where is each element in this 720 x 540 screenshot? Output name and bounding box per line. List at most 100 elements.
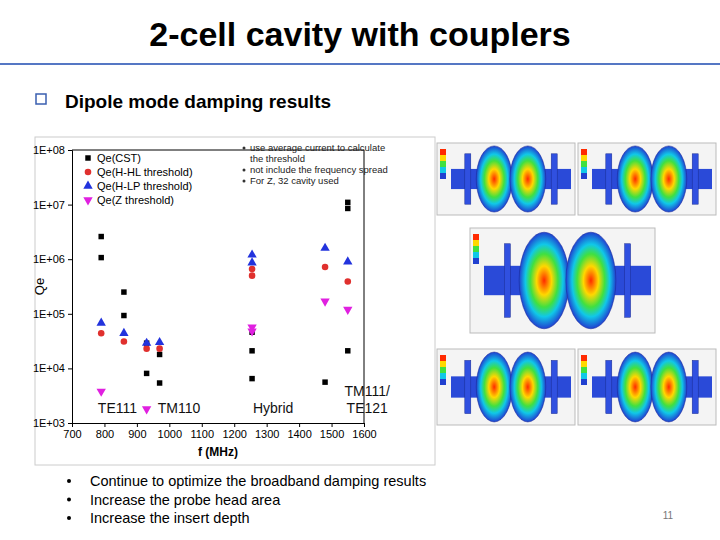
point	[121, 338, 128, 345]
y-axis-title: Qe	[32, 278, 47, 295]
x-axis: 7008009001000110012001300140015001600	[63, 423, 376, 440]
point	[247, 249, 256, 257]
colorbar	[473, 258, 479, 264]
cell	[519, 232, 569, 329]
colorbar	[440, 149, 446, 155]
colorbar	[440, 361, 446, 367]
field-bg	[437, 143, 575, 215]
point	[343, 256, 352, 264]
y-axis-line	[68, 151, 73, 424]
cell	[617, 352, 653, 422]
coupler	[692, 154, 698, 204]
cell	[476, 146, 512, 212]
colorbar	[581, 379, 587, 385]
point	[155, 337, 164, 345]
y-tick-mark	[68, 368, 72, 369]
colorbar	[581, 355, 587, 361]
colorbar	[440, 355, 446, 361]
x-axis-line	[73, 424, 365, 428]
point	[249, 272, 256, 279]
colorbar	[440, 161, 446, 167]
coupler	[465, 360, 471, 413]
page-number: 11	[663, 510, 674, 521]
y-tick-mark	[68, 423, 72, 424]
point	[345, 200, 350, 205]
legend-symbol	[83, 181, 92, 189]
colorbar	[440, 173, 446, 179]
y-tick: 1E+04	[33, 362, 72, 374]
x-tick-label: 700	[63, 428, 81, 440]
cell	[651, 146, 687, 212]
x-tick-mark	[364, 423, 365, 427]
cell	[476, 352, 512, 422]
colorbar	[440, 379, 446, 385]
point	[98, 330, 105, 337]
note-bullet	[243, 169, 246, 172]
colorbar	[581, 173, 587, 179]
y-tick-mark	[68, 205, 72, 206]
field-map	[437, 349, 575, 425]
mode-label: TM111/TE121	[345, 383, 390, 416]
cell	[510, 352, 546, 422]
y-tick-label: 1E+03	[33, 417, 65, 429]
colorbar	[473, 240, 479, 246]
point	[142, 338, 151, 346]
note-bullet	[243, 147, 246, 150]
x-tick-label: 900	[128, 428, 146, 440]
x-tick: 900	[128, 423, 146, 440]
bullet-dot	[67, 479, 71, 483]
cell	[651, 352, 687, 422]
colorbar	[581, 167, 587, 173]
note: use average current to calculatethe thre…	[250, 142, 385, 164]
point	[249, 376, 254, 381]
legend-label: Qe(H-LP threshold)	[97, 180, 192, 192]
bullet-text: Increase the probe head area	[90, 492, 281, 508]
y-tick-label: 1E+08	[33, 144, 65, 156]
mode-label: TE111	[98, 400, 137, 416]
field-bg	[437, 349, 575, 425]
x-tick-label: 1100	[190, 428, 214, 440]
point	[156, 345, 163, 352]
series-3	[97, 299, 353, 415]
field-bg	[470, 228, 655, 333]
x-tick-label: 1600	[352, 428, 376, 440]
field-map	[437, 143, 575, 215]
series-0	[98, 200, 350, 386]
x-tick-label: 1300	[255, 428, 279, 440]
y-tick-label: 1E+07	[33, 199, 65, 211]
point	[157, 380, 162, 385]
point	[343, 307, 352, 315]
coupler	[606, 360, 612, 413]
x-tick: 1100	[190, 423, 214, 440]
legend-item: Qe(H-LP threshold)	[83, 180, 192, 192]
x-tick: 1400	[287, 423, 311, 440]
x-tick-mark	[234, 423, 235, 427]
coupler	[692, 360, 698, 413]
colorbar	[581, 161, 587, 167]
colorbar	[440, 167, 446, 173]
title-rule	[0, 63, 720, 65]
x-tick-label: 1200	[222, 428, 246, 440]
chart-box	[35, 137, 435, 465]
y-tick: 1E+07	[33, 199, 72, 211]
point	[98, 255, 103, 260]
heading: Dipole mode damping results	[65, 91, 331, 112]
field-map	[470, 228, 655, 333]
point	[249, 266, 256, 273]
x-tick-mark	[137, 423, 138, 427]
colorbar	[581, 367, 587, 373]
point	[143, 345, 150, 352]
heading-bullet	[36, 94, 46, 104]
legend-item: Qe(CST)	[85, 152, 141, 164]
x-tick-mark	[104, 423, 105, 427]
colorbar	[473, 246, 479, 252]
x-tick: 1300	[255, 423, 279, 440]
colorbar	[440, 367, 446, 373]
series-1	[98, 264, 351, 352]
bullets: Continue to optimize the broadband dampi…	[67, 473, 426, 526]
point	[157, 352, 162, 357]
y-tick: 1E+03	[33, 417, 72, 429]
bullet-dot	[67, 516, 71, 520]
colorbar	[440, 373, 446, 379]
colorbar	[581, 149, 587, 155]
